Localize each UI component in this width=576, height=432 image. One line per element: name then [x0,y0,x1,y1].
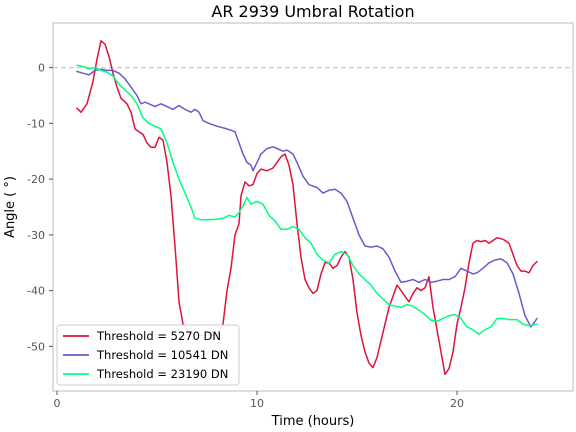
series-line-1 [76,40,538,376]
series-lines [76,40,538,376]
x-axis-ticks: 0 10 20 [54,391,464,410]
series-line-3 [76,64,538,335]
y-axis-label: Angle ( °) [3,176,18,238]
y-tick-label: -20 [27,173,45,186]
series-line-2 [76,68,538,328]
y-tick-label: -40 [27,285,45,298]
x-axis-label: Time (hours) [271,414,355,429]
legend-label-1: Threshold = 5270 DN [96,329,221,343]
legend-label-2: Threshold = 10541 DN [96,348,228,362]
plot-frame [52,22,574,392]
y-tick-label: -50 [27,340,45,353]
y-tick-label: -10 [27,117,45,130]
y-tick-label: -30 [27,229,45,242]
x-tick-label: 0 [54,397,61,410]
plot-area [52,22,574,392]
y-axis-ticks: 0 -10 -20 -30 -40 -50 [27,62,53,353]
x-tick-label: 10 [250,397,264,410]
y-tick-label: 0 [38,62,45,75]
legend-box [56,324,240,386]
x-tick-label: 20 [450,397,464,410]
legend-label-3: Threshold = 23190 DN [96,367,228,381]
chart-title: AR 2939 Umbral Rotation [211,2,414,21]
legend: Threshold = 5270 DN Threshold = 10541 DN T… [56,324,240,386]
